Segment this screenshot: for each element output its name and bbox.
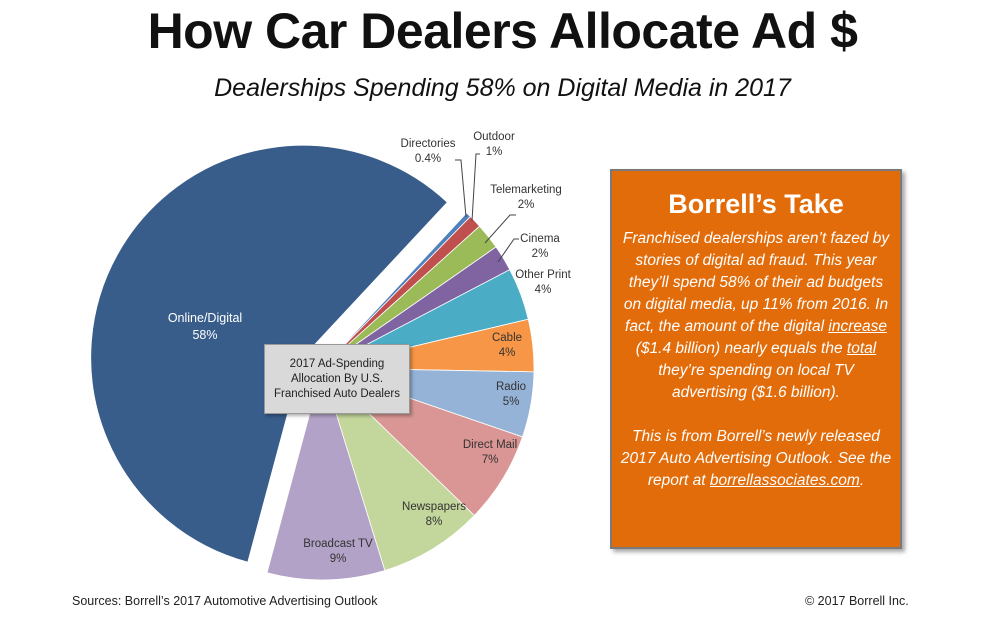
take-paragraph-2: This is from Borrell’s newly released 20…	[620, 426, 892, 492]
copyright: © 2017 Borrell Inc.	[805, 594, 909, 608]
slice-value: 4%	[534, 284, 552, 296]
pie-slice-newspapers	[321, 367, 475, 571]
text: ($1.4 billion) nearly equals the	[635, 340, 847, 357]
slice-name: Broadcast TV	[303, 538, 373, 550]
slice-name: Online/Digital	[167, 311, 243, 325]
slice-name: Newspapers	[402, 501, 466, 513]
text: This is from Borrell’s newly released 20…	[620, 428, 892, 489]
slice-value: 7%	[481, 454, 499, 466]
data-label: Newspapers 8%	[402, 500, 466, 530]
slice-name: Directories	[400, 138, 456, 150]
slice-name: Cable	[491, 332, 523, 344]
slice-name: Cinema	[520, 233, 560, 245]
slice-value: 1%	[485, 146, 503, 158]
data-label: Outdoor 1%	[473, 130, 515, 160]
data-label: Cable 4%	[492, 331, 522, 361]
text: they’re spending on local TV advertising…	[658, 362, 854, 401]
borrells-take-box: Borrell’s Take Franchised dealerships ar…	[610, 169, 902, 549]
slice-value: 4%	[498, 347, 516, 359]
slice-name: Direct Mail	[462, 439, 518, 451]
take-paragraph-1: Franchised dealerships aren’t fazed by s…	[620, 228, 892, 404]
data-label: Direct Mail 7%	[463, 438, 517, 468]
pie-center-label: 2017 Ad-Spending Allocation By U.S. Fran…	[264, 344, 410, 414]
data-label: Radio 5%	[496, 380, 526, 410]
slice-value: 9%	[329, 553, 347, 565]
source-note: Sources: Borrell’s 2017 Automotive Adver…	[72, 594, 378, 608]
data-label: Broadcast TV 9%	[303, 537, 372, 567]
leader-line-telemarketing	[484, 214, 516, 244]
slice-name: Other Print	[515, 269, 571, 281]
pie-slice-broadcast-tv	[266, 366, 386, 581]
page-title: How Car Dealers Allocate Ad $	[147, 3, 858, 59]
leader-lines	[455, 153, 519, 263]
slice-value: 58%	[192, 328, 218, 342]
underlined-increase: increase	[828, 318, 887, 335]
data-label: Telemarketing 2%	[490, 183, 562, 213]
take-heading: Borrell’s Take	[668, 189, 844, 219]
slice-value: 0.4%	[414, 153, 442, 165]
text: Franchised dealerships aren’t fazed by s…	[622, 230, 890, 335]
slice-value: 8%	[425, 516, 443, 528]
data-label: Cinema 2%	[520, 232, 560, 262]
slice-name: Radio	[495, 381, 527, 393]
leader-line-cinema	[497, 238, 519, 263]
data-label: Directories 0.4%	[401, 137, 456, 167]
text: .	[859, 472, 865, 489]
page-subtitle: Dealerships Spending 58% on Digital Medi…	[214, 74, 791, 102]
underlined-total: total	[846, 340, 877, 357]
data-label: Online/Digital 58%	[168, 310, 242, 344]
slice-name: Telemarketing	[490, 184, 562, 196]
borrell-link[interactable]: borrellassociates.com	[709, 472, 860, 489]
slice-value: 5%	[502, 396, 520, 408]
leader-line-directories	[455, 159, 467, 218]
slice-name: Outdoor	[473, 131, 515, 143]
data-label: Other Print 4%	[515, 268, 571, 298]
slice-value: 2%	[531, 248, 549, 260]
leader-line-outdoor	[471, 153, 480, 222]
slice-value: 2%	[517, 199, 535, 211]
